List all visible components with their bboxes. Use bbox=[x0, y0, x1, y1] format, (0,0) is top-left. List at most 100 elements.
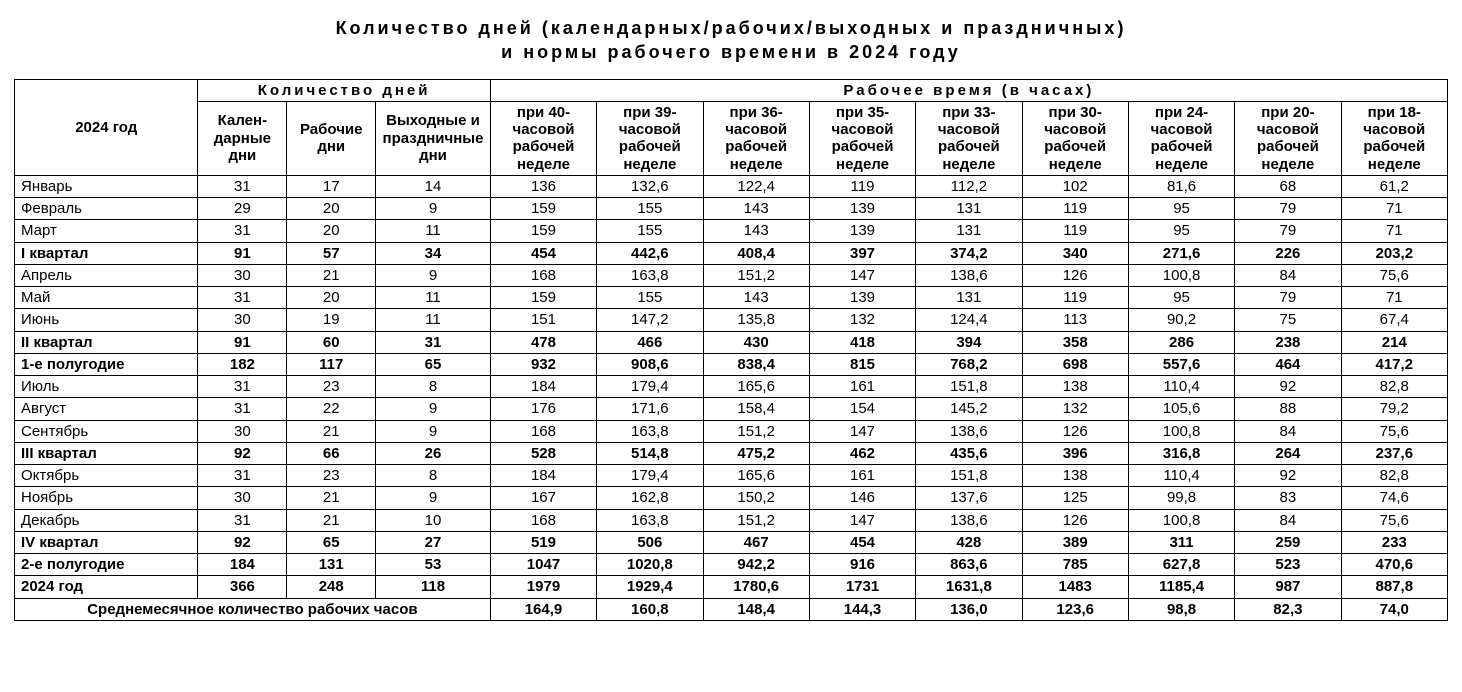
table-cell: 311 bbox=[1128, 531, 1234, 553]
table-cell: 119 bbox=[1022, 198, 1128, 220]
table-row: I квартал915734454442,6408,4397374,23402… bbox=[15, 242, 1448, 264]
table-cell: 10 bbox=[376, 509, 491, 531]
table-cell: 102 bbox=[1022, 175, 1128, 197]
table-cell: 151,2 bbox=[703, 264, 809, 286]
table-cell: 168 bbox=[490, 264, 596, 286]
table-cell: 9 bbox=[376, 487, 491, 509]
table-cell: 523 bbox=[1235, 554, 1341, 576]
footer-cell: 74,0 bbox=[1341, 598, 1447, 620]
table-cell: 514,8 bbox=[597, 442, 703, 464]
header-h35: при 35-часовой рабочей неделе bbox=[809, 101, 915, 175]
table-cell: 31 bbox=[198, 220, 287, 242]
table-foot: Среднемесячное количество рабочих часов … bbox=[15, 598, 1448, 620]
table-cell: 179,4 bbox=[597, 376, 703, 398]
table-cell: 126 bbox=[1022, 509, 1128, 531]
table-cell: 75,6 bbox=[1341, 509, 1447, 531]
table-cell: 82,8 bbox=[1341, 465, 1447, 487]
table-cell: 340 bbox=[1022, 242, 1128, 264]
row-label: Февраль bbox=[15, 198, 198, 220]
table-cell: 462 bbox=[809, 442, 915, 464]
table-cell: 71 bbox=[1341, 220, 1447, 242]
table-cell: 147 bbox=[809, 420, 915, 442]
table-cell: 95 bbox=[1128, 220, 1234, 242]
title-line-2: и нормы рабочего времени в 2024 году bbox=[501, 42, 961, 62]
table-cell: 68 bbox=[1235, 175, 1341, 197]
table-cell: 408,4 bbox=[703, 242, 809, 264]
table-cell: 79 bbox=[1235, 287, 1341, 309]
table-cell: 184 bbox=[198, 554, 287, 576]
table-cell: 31 bbox=[198, 398, 287, 420]
table-cell: 184 bbox=[490, 465, 596, 487]
table-cell: 143 bbox=[703, 220, 809, 242]
header-weekend: Выходные и праздничные дни bbox=[376, 101, 491, 175]
table-row: 2024 год36624811819791929,41780,61731163… bbox=[15, 576, 1448, 598]
table-cell: 698 bbox=[1022, 353, 1128, 375]
table-cell: 135,8 bbox=[703, 309, 809, 331]
table-cell: 838,4 bbox=[703, 353, 809, 375]
table-cell: 81,6 bbox=[1128, 175, 1234, 197]
table-cell: 79 bbox=[1235, 220, 1341, 242]
table-cell: 21 bbox=[287, 420, 376, 442]
table-cell: 163,8 bbox=[597, 264, 703, 286]
table-cell: 138,6 bbox=[916, 264, 1022, 286]
table-cell: 464 bbox=[1235, 353, 1341, 375]
table-cell: 159 bbox=[490, 287, 596, 309]
table-cell: 31 bbox=[198, 376, 287, 398]
table-cell: 124,4 bbox=[916, 309, 1022, 331]
table-cell: 470,6 bbox=[1341, 554, 1447, 576]
table-cell: 110,4 bbox=[1128, 465, 1234, 487]
table-cell: 65 bbox=[287, 531, 376, 553]
table-cell: 151,8 bbox=[916, 376, 1022, 398]
table-cell: 139 bbox=[809, 220, 915, 242]
table-cell: 23 bbox=[287, 465, 376, 487]
table-cell: 92 bbox=[1235, 465, 1341, 487]
row-label: 2-е полугодие bbox=[15, 554, 198, 576]
table-cell: 17 bbox=[287, 175, 376, 197]
table-cell: 19 bbox=[287, 309, 376, 331]
table-head: 2024 год Количество дней Рабочее время (… bbox=[15, 79, 1448, 175]
table-cell: 233 bbox=[1341, 531, 1447, 553]
row-label: Январь bbox=[15, 175, 198, 197]
table-cell: 1047 bbox=[490, 554, 596, 576]
table-cell: 119 bbox=[1022, 220, 1128, 242]
table-cell: 84 bbox=[1235, 420, 1341, 442]
row-label: Декабрь bbox=[15, 509, 198, 531]
table-cell: 30 bbox=[198, 487, 287, 509]
footer-cell: 82,3 bbox=[1235, 598, 1341, 620]
table-cell: 53 bbox=[376, 554, 491, 576]
row-label: III квартал bbox=[15, 442, 198, 464]
header-h40: при 40-часовой рабочей неделе bbox=[490, 101, 596, 175]
table-cell: 887,8 bbox=[1341, 576, 1447, 598]
table-cell: 75,6 bbox=[1341, 264, 1447, 286]
table-row: Июнь301911151147,2135,8132124,411390,275… bbox=[15, 309, 1448, 331]
table-cell: 226 bbox=[1235, 242, 1341, 264]
table-cell: 176 bbox=[490, 398, 596, 420]
table-cell: 14 bbox=[376, 175, 491, 197]
table-row: Май312011159155143139131119957971 bbox=[15, 287, 1448, 309]
table-cell: 1731 bbox=[809, 576, 915, 598]
table-cell: 131 bbox=[916, 198, 1022, 220]
table-cell: 118 bbox=[376, 576, 491, 598]
header-h20: при 20-часовой рабочей неделе bbox=[1235, 101, 1341, 175]
table-cell: 151,2 bbox=[703, 509, 809, 531]
table-row: Январь311714136132,6122,4119112,210281,6… bbox=[15, 175, 1448, 197]
row-label: II квартал bbox=[15, 331, 198, 353]
table-cell: 131 bbox=[287, 554, 376, 576]
table-cell: 125 bbox=[1022, 487, 1128, 509]
table-cell: 942,2 bbox=[703, 554, 809, 576]
table-row: Октябрь31238184179,4165,6161151,8138110,… bbox=[15, 465, 1448, 487]
title-line-1: Количество дней (календарных/рабочих/вых… bbox=[336, 18, 1127, 38]
table-cell: 71 bbox=[1341, 198, 1447, 220]
table-cell: 34 bbox=[376, 242, 491, 264]
table-cell: 785 bbox=[1022, 554, 1128, 576]
table-cell: 417,2 bbox=[1341, 353, 1447, 375]
table-row: 1-е полугодие18211765932908,6838,4815768… bbox=[15, 353, 1448, 375]
table-cell: 95 bbox=[1128, 287, 1234, 309]
table-cell: 21 bbox=[287, 487, 376, 509]
table-cell: 8 bbox=[376, 376, 491, 398]
table-cell: 466 bbox=[597, 331, 703, 353]
table-cell: 506 bbox=[597, 531, 703, 553]
table-cell: 57 bbox=[287, 242, 376, 264]
table-cell: 112,2 bbox=[916, 175, 1022, 197]
table-cell: 61,2 bbox=[1341, 175, 1447, 197]
